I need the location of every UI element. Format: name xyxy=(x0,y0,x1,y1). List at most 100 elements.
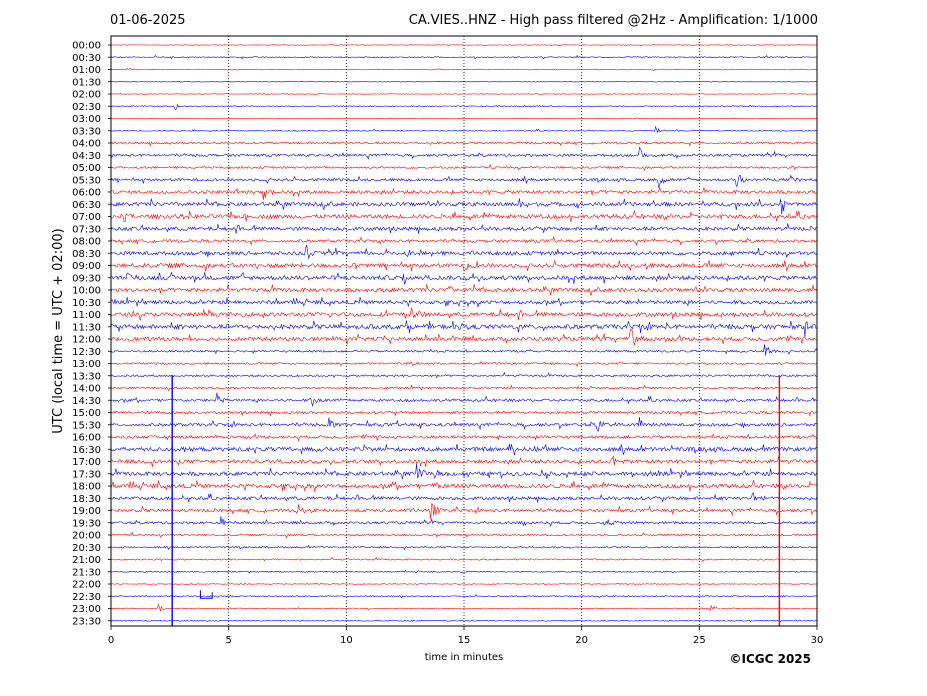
trace-row-1200 xyxy=(111,328,818,346)
y-tick-label-1000: 10:00 xyxy=(72,286,101,297)
trace-row-0100 xyxy=(110,67,818,71)
y-tick-label-0030: 00:30 xyxy=(72,53,101,64)
trace-row-0830 xyxy=(110,244,818,259)
trace-row-1830 xyxy=(110,492,818,503)
y-tick-label-1200: 12:00 xyxy=(72,335,101,346)
trace-row-0400 xyxy=(110,141,818,147)
trace-row-1130 xyxy=(110,320,818,337)
trace-row-1330 xyxy=(110,372,818,379)
trace-row-1100 xyxy=(110,307,818,321)
y-tick-label-0530: 05:30 xyxy=(72,175,101,186)
y-tick-label-0900: 09:00 xyxy=(72,261,101,272)
grid-lines xyxy=(228,36,700,626)
y-tick-label-0930: 09:30 xyxy=(72,273,101,284)
y-tick-label-1430: 14:30 xyxy=(72,396,101,407)
trace-row-1300 xyxy=(111,360,818,368)
y-tick-label-2000: 20:00 xyxy=(72,531,101,542)
y-tick-label-0130: 01:30 xyxy=(72,77,101,88)
y-tick-label-2230: 22:30 xyxy=(72,592,101,603)
y-tick-label-1130: 11:30 xyxy=(72,322,101,333)
y-tick-label-2330: 23:30 xyxy=(72,616,101,627)
y-tick-label-2200: 22:00 xyxy=(72,580,101,591)
trace-row-0500 xyxy=(110,163,818,172)
box-event xyxy=(199,590,213,599)
trace-row-1700 xyxy=(110,455,818,467)
y-tick-label-0200: 02:00 xyxy=(72,90,101,101)
trace-row-0000 xyxy=(111,44,817,46)
trace-row-0800 xyxy=(110,236,818,247)
trace-row-1530 xyxy=(110,417,817,432)
chart-station-title: CA.VIES..HNZ - High pass filtered @2Hz -… xyxy=(409,13,818,28)
trace-row-1030 xyxy=(110,296,818,308)
y-tick-label-1730: 17:30 xyxy=(72,469,101,480)
trace-row-1400 xyxy=(110,384,818,392)
y-axis-label: UTC (local time = UTC + 02:00) xyxy=(51,228,66,433)
y-tick-label-1600: 16:00 xyxy=(72,433,101,444)
x-tick-labels: 0 5 10 15 20 25 30 xyxy=(108,626,824,646)
trace-row-2300 xyxy=(110,603,818,612)
trace-row-1900 xyxy=(110,503,818,520)
y-tick-label-0700: 07:00 xyxy=(72,212,101,223)
trace-row-2030 xyxy=(111,544,818,551)
y-tick-label-0600: 06:00 xyxy=(72,188,101,199)
x-tick-label-0: 0 xyxy=(108,635,114,646)
y-tick-label-1030: 10:30 xyxy=(72,298,101,309)
trace-row-1430 xyxy=(110,392,817,408)
x-tick-label-20: 20 xyxy=(575,635,588,646)
y-tick-label-2300: 23:00 xyxy=(72,604,101,615)
y-tick-label-2100: 21:00 xyxy=(72,555,101,566)
trace-row-2200 xyxy=(110,582,818,586)
y-tick-label-0500: 05:00 xyxy=(72,163,101,174)
trace-row-0330 xyxy=(110,125,818,134)
copyright-label: ©ICGC 2025 xyxy=(729,652,811,666)
y-tick-label-0800: 08:00 xyxy=(72,237,101,248)
x-tick-label-30: 30 xyxy=(811,635,824,646)
trace-row-2000 xyxy=(110,531,818,539)
trace-row-1500 xyxy=(110,410,818,417)
trace-row-1000 xyxy=(110,284,818,296)
trace-row-1730 xyxy=(110,463,818,480)
trace-row-0900 xyxy=(110,259,818,272)
y-tick-label-1530: 15:30 xyxy=(72,420,101,431)
y-tick-label-1630: 16:30 xyxy=(72,445,101,456)
trace-row-0930 xyxy=(110,271,818,286)
trace-row-0730 xyxy=(110,223,817,234)
trace-row-1630 xyxy=(110,443,818,456)
y-tick-label-1100: 11:00 xyxy=(72,310,101,321)
trace-row-0430 xyxy=(110,146,818,160)
long-spikes xyxy=(171,375,781,626)
y-tick-label-1830: 18:30 xyxy=(72,494,101,505)
trace-row-0300 xyxy=(110,117,818,120)
y-tick-label-2130: 21:30 xyxy=(72,567,101,578)
y-tick-label-0630: 06:30 xyxy=(72,200,101,211)
y-tick-label-1330: 13:30 xyxy=(72,371,101,382)
trace-row-0630 xyxy=(110,198,818,215)
trace-row-0230 xyxy=(110,103,818,111)
trace-row-0530 xyxy=(110,174,818,189)
trace-row-1800 xyxy=(110,480,818,492)
trace-row-0200 xyxy=(110,93,818,96)
y-tick-label-1400: 14:00 xyxy=(72,384,101,395)
y-tick-label-0730: 07:30 xyxy=(72,224,101,235)
y-tick-label-1900: 19:00 xyxy=(72,506,101,517)
y-tick-label-1700: 17:00 xyxy=(72,457,101,468)
trace-row-1930 xyxy=(110,516,818,527)
y-tick-label-1300: 13:00 xyxy=(72,359,101,370)
trace-row-0700 xyxy=(110,210,818,223)
y-tick-label-0300: 03:00 xyxy=(72,114,101,125)
trace-row-2130 xyxy=(110,569,818,574)
trace-row-1230 xyxy=(110,344,818,356)
y-tick-label-0830: 08:30 xyxy=(72,249,101,260)
y-tick-label-0230: 02:30 xyxy=(72,102,101,113)
y-tick-label-1930: 19:30 xyxy=(72,518,101,529)
trace-row-0130 xyxy=(110,81,818,83)
y-tick-label-0400: 04:00 xyxy=(72,139,101,150)
trace-row-2330 xyxy=(110,619,818,623)
x-axis-label: time in minutes xyxy=(425,652,504,663)
y-tick-label-0100: 01:00 xyxy=(72,65,101,76)
trace-row-0030 xyxy=(111,54,817,60)
trace-row-0600 xyxy=(110,187,817,200)
y-tick-label-0330: 03:30 xyxy=(72,126,101,137)
